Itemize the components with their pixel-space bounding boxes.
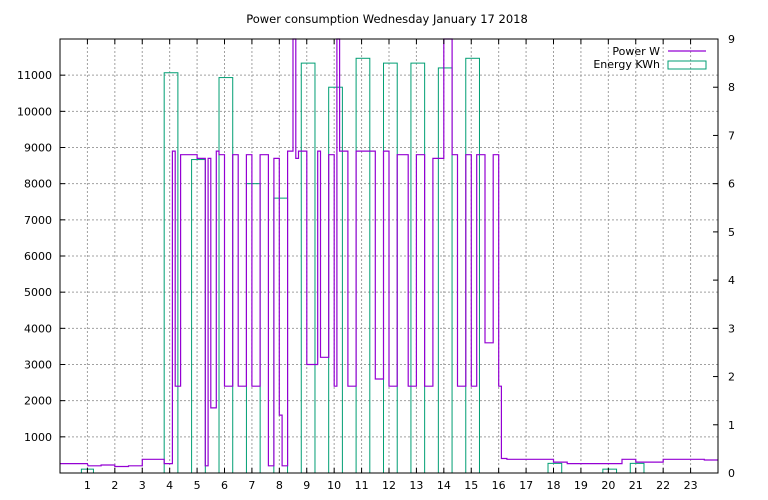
chart-title: Power consumption Wednesday January 17 2… [246, 12, 528, 26]
energy-bar [547, 462, 563, 474]
x-tick-label: 3 [139, 479, 146, 492]
y2-tick-label: 2 [728, 371, 735, 384]
x-tick-label: 18 [547, 479, 561, 492]
y-tick-label: 6000 [24, 250, 52, 263]
y2-tick-label: 0 [728, 467, 735, 480]
x-tick-label: 23 [684, 479, 698, 492]
x-tick-label: 21 [629, 479, 643, 492]
energy-bar [328, 86, 343, 474]
x-tick-label: 16 [492, 479, 506, 492]
y2-tick-label: 3 [728, 322, 735, 335]
energy-bar [410, 62, 426, 474]
energy-bar [465, 57, 480, 474]
energy-bar [629, 462, 645, 474]
y2-tick-label: 6 [728, 178, 735, 191]
x-tick-label: 6 [221, 479, 228, 492]
y-tick-label: 10000 [17, 105, 52, 118]
x-tick-label: 4 [166, 479, 173, 492]
y2-tick-label: 4 [728, 274, 735, 287]
power-line-layer [60, 38, 718, 468]
y-tick-label: 2000 [24, 395, 52, 408]
energy-bar [191, 159, 206, 474]
energy-bar [383, 62, 398, 474]
x-tick-label: 14 [437, 479, 451, 492]
axis-ticks: 1 2 3 4 5 6 7 8 9 10 11 12 13 14 15 16 17 18 19 20 21 22 23100… [17, 33, 735, 492]
energy-bar [163, 72, 179, 474]
y2-tick-label: 7 [728, 129, 735, 142]
y2-tick-label: 1 [728, 419, 735, 432]
x-tick-label: 8 [276, 479, 283, 492]
x-tick-label: 22 [656, 479, 670, 492]
x-tick-label: 20 [601, 479, 615, 492]
y-tick-label: 1000 [24, 431, 52, 444]
x-tick-label: 11 [355, 479, 369, 492]
x-tick-label: 19 [574, 479, 588, 492]
y-tick-label: 11000 [17, 69, 52, 82]
y-tick-label: 3000 [24, 359, 52, 372]
y-tick-label: 5000 [24, 286, 52, 299]
power-series-line [60, 38, 718, 468]
energy-bar [300, 62, 316, 474]
y2-tick-label: 9 [728, 33, 735, 46]
x-tick-label: 12 [382, 479, 396, 492]
legend: Power W Energy KWh [593, 45, 707, 71]
x-tick-label: 7 [248, 479, 255, 492]
legend-label-energy: Energy KWh [593, 58, 660, 71]
legend-label-power: Power W [612, 45, 660, 58]
energy-bar [273, 197, 289, 474]
energy-bar [437, 67, 453, 474]
energy-bar [355, 57, 371, 474]
y-tick-label: 8000 [24, 178, 52, 191]
x-tick-label: 9 [303, 479, 310, 492]
y-tick-label: 4000 [24, 322, 52, 335]
x-tick-label: 15 [464, 479, 478, 492]
x-tick-label: 17 [519, 479, 533, 492]
x-tick-label: 1 [84, 479, 91, 492]
x-tick-label: 13 [409, 479, 423, 492]
y2-tick-label: 5 [728, 226, 735, 239]
y-tick-label: 7000 [24, 214, 52, 227]
x-tick-label: 10 [327, 479, 341, 492]
energy-bars [80, 57, 645, 474]
y-tick-label: 9000 [24, 142, 52, 155]
x-tick-label: 2 [111, 479, 118, 492]
x-tick-label: 5 [194, 479, 201, 492]
legend-swatch-energy [667, 60, 707, 70]
energy-bar [602, 468, 618, 474]
energy-bar [218, 77, 234, 474]
y2-tick-label: 8 [728, 81, 735, 94]
